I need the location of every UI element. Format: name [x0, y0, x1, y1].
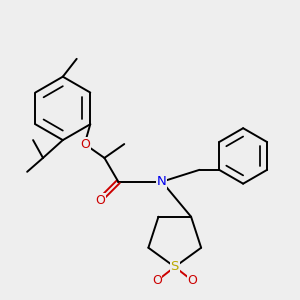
Text: O: O	[81, 138, 91, 151]
Text: S: S	[171, 260, 179, 273]
Text: O: O	[152, 274, 162, 287]
Text: N: N	[157, 175, 167, 188]
Text: O: O	[188, 274, 197, 287]
Text: O: O	[95, 194, 105, 207]
